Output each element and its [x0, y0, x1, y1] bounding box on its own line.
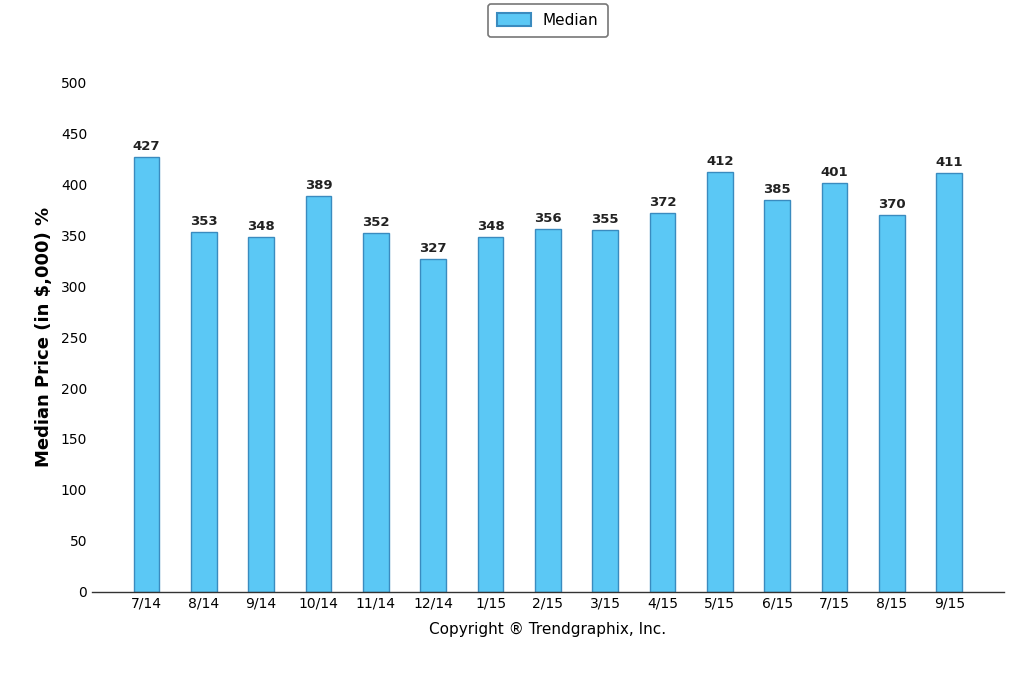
Bar [821, 184, 848, 592]
Bar [764, 200, 791, 592]
Bar [133, 157, 160, 592]
Legend: Median: Median [488, 3, 607, 37]
Text: 401: 401 [820, 166, 848, 180]
Bar [879, 215, 905, 592]
Bar [190, 233, 217, 592]
Bar [936, 173, 963, 592]
Bar [707, 172, 733, 592]
Text: 348: 348 [476, 220, 505, 233]
Text: 411: 411 [936, 156, 963, 169]
Text: 385: 385 [763, 182, 791, 195]
X-axis label: Copyright ® Trendgraphix, Inc.: Copyright ® Trendgraphix, Inc. [429, 622, 667, 636]
Bar [362, 233, 389, 592]
Bar [592, 230, 618, 592]
Bar [248, 237, 274, 592]
Text: 389: 389 [305, 178, 333, 191]
Text: 370: 370 [878, 198, 905, 211]
Bar [535, 229, 561, 592]
Text: 348: 348 [247, 220, 275, 233]
Bar [420, 259, 446, 592]
Text: 352: 352 [362, 216, 389, 229]
Text: 427: 427 [133, 140, 160, 153]
Text: 327: 327 [420, 241, 446, 255]
Bar [477, 237, 504, 592]
Text: 353: 353 [190, 215, 218, 228]
Bar [649, 213, 676, 592]
Text: 355: 355 [592, 213, 618, 226]
Y-axis label: Median Price (in $,000) %: Median Price (in $,000) % [35, 207, 52, 467]
Text: 412: 412 [707, 155, 733, 168]
Bar [305, 195, 332, 592]
Text: 356: 356 [535, 212, 561, 225]
Text: 372: 372 [649, 196, 676, 209]
